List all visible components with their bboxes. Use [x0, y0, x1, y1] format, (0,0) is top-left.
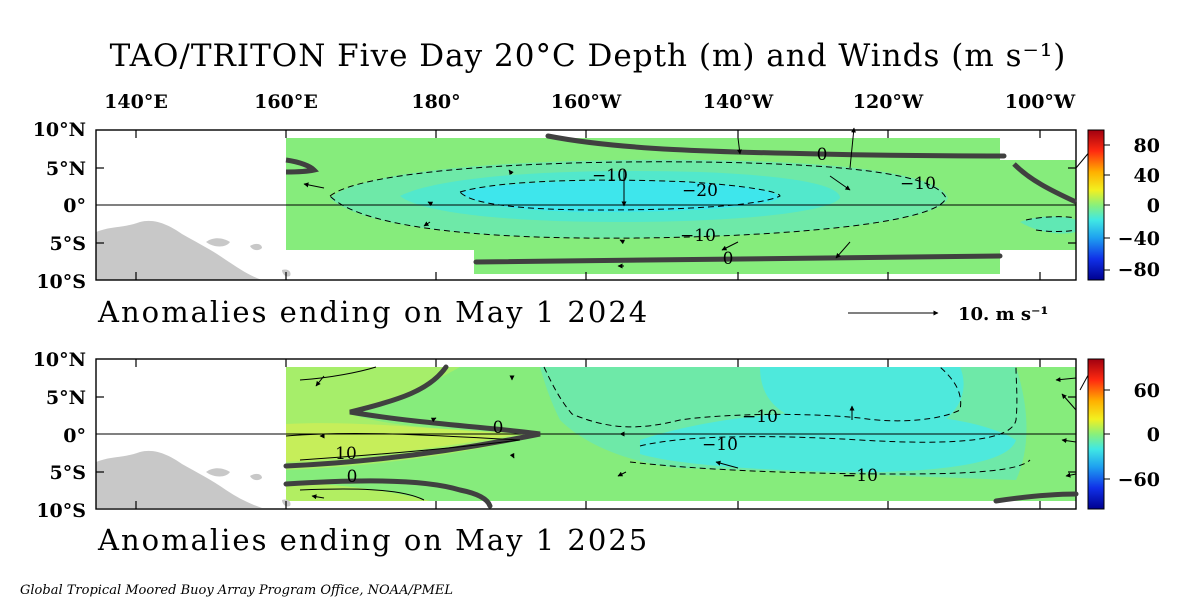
lon-label-140e: 140°E	[104, 91, 168, 113]
lon-label-160e: 160°E	[254, 91, 318, 113]
zero-contour-south	[473, 253, 1003, 265]
lat-label-5s: 5°S	[50, 233, 86, 255]
wind-vectors	[303, 127, 1097, 269]
contour-label: 0	[817, 145, 828, 165]
colorbar-label: −80	[1118, 259, 1160, 281]
contour-label: 0	[493, 418, 504, 438]
minus10-contour-north	[543, 366, 962, 428]
lat-label-5s: 5°S	[50, 462, 86, 484]
contour-label: 0	[347, 467, 358, 487]
lat-label-eq: 0°	[63, 195, 86, 217]
minus10-contour-east	[1025, 216, 1077, 232]
colorbar-label: 0	[1147, 424, 1160, 446]
axis-ticks	[96, 359, 1076, 509]
contour-label: −10	[702, 435, 738, 455]
lat-label-10s: 10°S	[36, 500, 86, 522]
zero-contour-south	[283, 478, 493, 509]
plus10-contour-north	[299, 366, 377, 381]
minus10-contour-south	[629, 459, 1031, 475]
contours	[283, 364, 1079, 509]
panel-2025: 10°N 5°N 0° 5°S 10°S	[33, 349, 1160, 557]
land-new-guinea	[96, 220, 291, 280]
lon-label-160w: 160°W	[551, 91, 622, 113]
zero-contour-east	[993, 491, 1079, 504]
panel-2024: 10°N 5°N 0° 5°S 10°S	[33, 119, 1160, 329]
axis-ticks	[96, 130, 1076, 280]
depth-anomaly-field	[286, 138, 1076, 274]
minus10-contour	[329, 161, 947, 239]
colorbar	[1087, 129, 1105, 281]
figure-title: TAO/TRITON Five Day 20°C Depth (m) and W…	[110, 38, 1067, 74]
colorbar-label: 0	[1147, 195, 1160, 217]
longitude-labels: 140°E 160°E 180° 160°W 140°W 120°W 100°W	[104, 91, 1076, 113]
land-new-guinea	[96, 450, 291, 508]
zero-contour-east	[1012, 162, 1078, 205]
colorbar-ticks	[1104, 389, 1110, 480]
plus10-contour	[285, 432, 521, 461]
lon-label-140w: 140°W	[703, 91, 774, 113]
contour-label: −10	[742, 407, 778, 427]
lon-label-180: 180°	[411, 91, 460, 113]
lon-label-100w: 100°W	[1005, 91, 1076, 113]
contour-label: 0	[723, 249, 734, 269]
colorbar-label: −60	[1118, 469, 1160, 491]
colorbar-ticks	[1104, 144, 1110, 271]
panel-caption-2025: Anomalies ending on May 1 2025	[97, 523, 649, 557]
colorbar-label: −40	[1118, 228, 1160, 250]
contour-label: −10	[842, 466, 878, 486]
contours	[285, 133, 1078, 265]
plus10-contour-south	[299, 488, 425, 501]
lat-label-10n: 10°N	[33, 349, 86, 371]
colorbar-label: 60	[1134, 380, 1160, 402]
zero-contour-west	[285, 157, 319, 175]
zero-contour-main	[283, 364, 541, 469]
colorbar-label: 80	[1134, 135, 1160, 157]
lat-label-10s: 10°S	[36, 271, 86, 293]
minus20-contour	[459, 179, 781, 211]
zero-contour-north	[545, 133, 1007, 159]
lat-label-5n: 5°N	[46, 158, 86, 180]
contour-label: −10	[592, 166, 628, 186]
lat-label-10n: 10°N	[33, 119, 86, 141]
credit-line: Global Tropical Moored Buoy Array Progra…	[20, 583, 453, 598]
colorbar	[1087, 358, 1105, 510]
contour-label: −20	[682, 181, 718, 201]
contour-label: −10	[900, 174, 936, 194]
contour-label: −10	[680, 226, 716, 246]
wind-reference-label: 10. m s⁻¹	[958, 304, 1048, 325]
contour-label: 10	[335, 444, 357, 464]
lon-label-120w: 120°W	[853, 91, 924, 113]
colorbar-label: 40	[1134, 165, 1160, 187]
lat-label-eq: 0°	[63, 425, 86, 447]
panel-caption-2024: Anomalies ending on May 1 2024	[97, 295, 649, 329]
lat-label-5n: 5°N	[46, 387, 86, 409]
